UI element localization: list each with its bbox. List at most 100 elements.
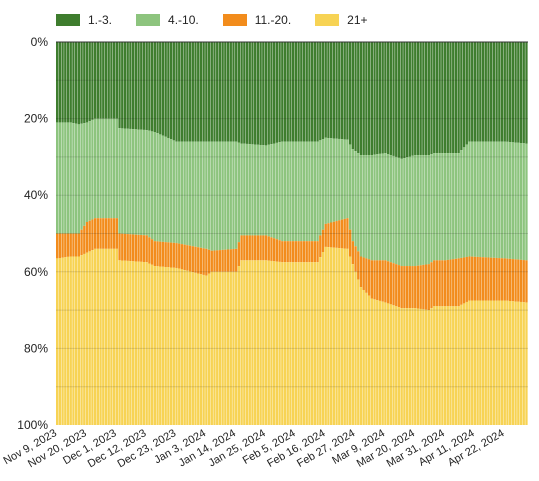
bar-segment-11.-20. [66, 233, 70, 257]
bar-segment-21+ [302, 262, 306, 425]
bar-segment-11.-20. [498, 258, 501, 301]
bar-segment-1.-3. [495, 42, 498, 142]
bar-segment-21+ [267, 260, 270, 425]
bar-segment-11.-20. [308, 241, 311, 263]
bar-segment-4.-10. [446, 153, 449, 260]
bar-segment-11.-20. [346, 218, 349, 249]
bar-segment-21+ [389, 304, 392, 425]
bar-segment-1.-3. [148, 42, 151, 131]
bar-segment-4.-10. [457, 153, 460, 259]
bar-segment-21+ [433, 306, 436, 425]
legend-item-4-10[interactable]: 4.-10. [136, 13, 199, 27]
bar-segment-1.-3. [433, 42, 436, 154]
bar-segment-11.-20. [243, 235, 246, 261]
bar-segment-4.-10. [102, 118, 105, 219]
bar-segment-11.-20. [207, 249, 211, 274]
bar-segment-1.-3. [498, 42, 501, 142]
bar-segment-21+ [245, 260, 249, 425]
bar-segment-1.-3. [275, 42, 279, 143]
bar-segment-21+ [148, 263, 151, 425]
bar-segment-4.-10. [471, 141, 474, 257]
bar-segment-1.-3. [66, 42, 70, 123]
bar-segment-11.-20. [278, 240, 281, 262]
bar-segment-1.-3. [302, 42, 306, 142]
bar-segment-11.-20. [381, 260, 384, 302]
bar-segment-1.-3. [335, 42, 338, 139]
bar-segment-21+ [487, 300, 490, 425]
bar-segment-11.-20. [64, 233, 67, 258]
bar-segment-4.-10. [506, 141, 509, 259]
bar-segment-4.-10. [522, 143, 525, 261]
bar-segment-21+ [435, 306, 439, 425]
bar-segment-11.-20. [335, 221, 338, 248]
bar-segment-21+ [142, 262, 146, 425]
bar-segment-11.-20. [351, 241, 355, 265]
bar-segment-21+ [343, 248, 346, 425]
bar-segment-21+ [452, 306, 455, 425]
bar-segment-21+ [324, 246, 327, 425]
legend-item-11-20[interactable]: 11.-20. [222, 13, 291, 27]
bar-segment-1.-3. [107, 42, 110, 119]
bar-segment-1.-3. [58, 42, 62, 123]
bar-segment-4.-10. [389, 154, 392, 263]
bar-segment-4.-10. [286, 141, 289, 242]
bar-segment-21+ [373, 299, 376, 425]
bar-segment-11.-20. [156, 241, 159, 267]
bar-segment-1.-3. [370, 42, 373, 155]
legend-item-1-3[interactable]: 1.-3. [56, 13, 112, 27]
bar-segment-4.-10. [140, 129, 143, 236]
bar-segment-11.-20. [254, 235, 257, 261]
bar-segment-11.-20. [449, 259, 452, 307]
bar-segment-11.-20. [457, 258, 460, 307]
bar-segment-21+ [199, 274, 203, 425]
bar-segment-21+ [392, 305, 395, 425]
bar-segment-21+ [237, 266, 241, 425]
bar-segment-1.-3. [479, 42, 482, 142]
bar-segment-11.-20. [462, 257, 466, 304]
legend-item-21-plus[interactable]: 21+ [315, 13, 368, 27]
bar-segment-11.-20. [112, 218, 116, 249]
bar-segment-4.-10. [226, 141, 230, 250]
bar-segment-4.-10. [416, 154, 420, 266]
bar-segment-11.-20. [367, 259, 371, 296]
bar-segment-21+ [169, 267, 173, 425]
bar-segment-21+ [221, 271, 224, 425]
bar-segment-1.-3. [183, 42, 186, 142]
bar-segment-11.-20. [161, 241, 165, 267]
bar-segment-21+ [408, 308, 411, 425]
bar-segment-11.-20. [386, 261, 390, 304]
bar-segment-4.-10. [395, 156, 398, 265]
bar-segment-1.-3. [389, 42, 392, 155]
bar-segment-1.-3. [240, 42, 243, 144]
bar-segment-21+ [289, 262, 292, 425]
bar-segment-1.-3. [381, 42, 384, 154]
bar-segment-4.-10. [191, 141, 194, 247]
bar-segment-4.-10. [69, 122, 72, 234]
bar-segment-21+ [509, 301, 512, 425]
bar-segment-21+ [506, 300, 509, 425]
bar-segment-21+ [449, 306, 452, 425]
bar-segment-21+ [327, 247, 330, 425]
bar-segment-11.-20. [517, 259, 520, 302]
bar-segment-1.-3. [348, 42, 352, 145]
bar-segment-1.-3. [522, 42, 525, 144]
bar-segment-11.-20. [102, 218, 105, 249]
bar-segment-1.-3. [332, 42, 336, 139]
bar-segment-4.-10. [161, 135, 165, 242]
bar-segment-21+ [197, 273, 200, 425]
bar-segment-4.-10. [112, 118, 116, 219]
bar-segment-1.-3. [121, 42, 124, 129]
bar-segment-4.-10. [519, 143, 523, 260]
bar-segment-1.-3. [324, 42, 327, 138]
bar-segment-21+ [335, 247, 338, 425]
bar-segment-1.-3. [77, 42, 81, 125]
bar-segment-1.-3. [490, 42, 493, 142]
bar-segment-1.-3. [56, 42, 59, 123]
bar-segment-4.-10. [324, 137, 327, 224]
bar-segment-21+ [254, 260, 257, 425]
bar-segment-11.-20. [270, 237, 273, 261]
bar-segment-1.-3. [251, 42, 254, 145]
bar-segment-1.-3. [112, 42, 116, 119]
bar-segment-11.-20. [343, 218, 346, 249]
bar-segment-4.-10. [202, 141, 205, 249]
